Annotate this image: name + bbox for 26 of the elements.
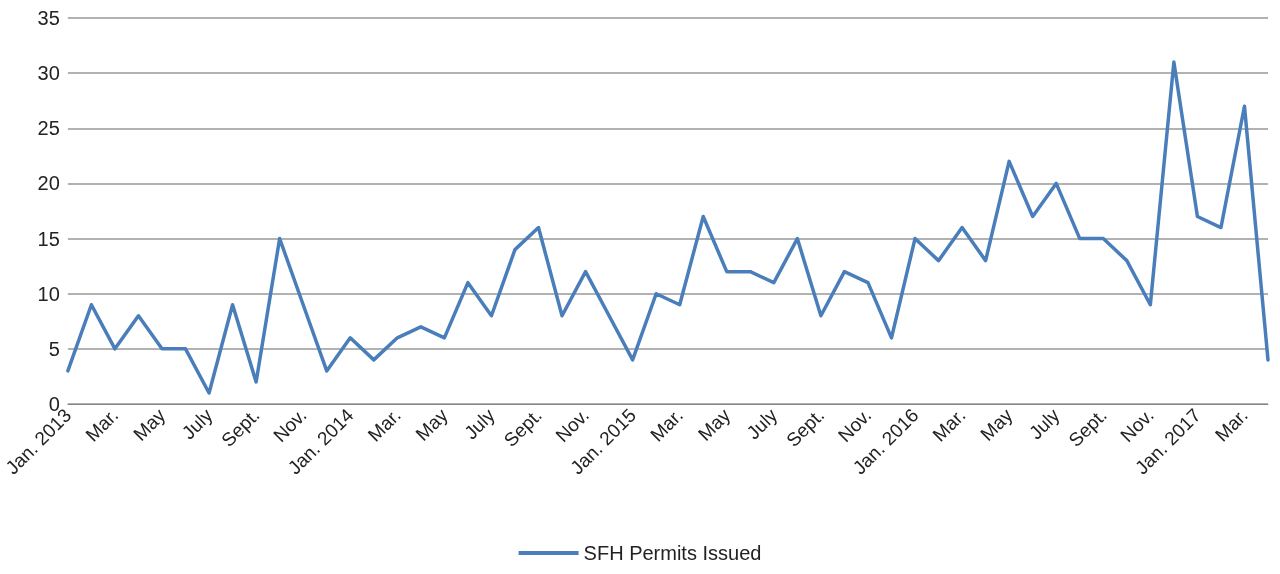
x-tick-label: Mar. <box>1210 404 1252 446</box>
y-tick-label: 25 <box>37 117 60 140</box>
line-series <box>66 60 1270 395</box>
x-tick-label: July <box>177 404 217 444</box>
legend-label: SFH Permits Issued <box>583 542 762 564</box>
y-tick-label: 10 <box>37 282 60 305</box>
y-tick-label: 5 <box>48 337 60 360</box>
x-tick-label: Nov. <box>1116 404 1158 447</box>
x-tick-label: July <box>460 404 500 444</box>
x-tick-label: May <box>411 404 453 445</box>
x-tick-label: May <box>693 404 735 445</box>
x-tick-label: May <box>129 404 170 445</box>
y-tick-label: 20 <box>37 172 60 195</box>
x-tick-label: July <box>1024 404 1064 444</box>
x-tick-label: Mar. <box>646 404 688 446</box>
x-tick-label: Mar. <box>928 404 970 446</box>
x-tick-label: Nov. <box>833 404 876 447</box>
x-tick-label: Mar. <box>363 404 405 446</box>
y-tick-label: 30 <box>37 62 60 85</box>
x-tick-label: Mar. <box>81 404 123 446</box>
x-tick-label: Nov. <box>269 404 311 447</box>
x-tick-label: May <box>976 404 1017 445</box>
y-tick-label: 15 <box>37 227 60 250</box>
y-tick-label: 35 <box>37 7 60 29</box>
x-tick-label: Nov. <box>551 404 593 447</box>
x-tick-label: July <box>742 404 782 444</box>
